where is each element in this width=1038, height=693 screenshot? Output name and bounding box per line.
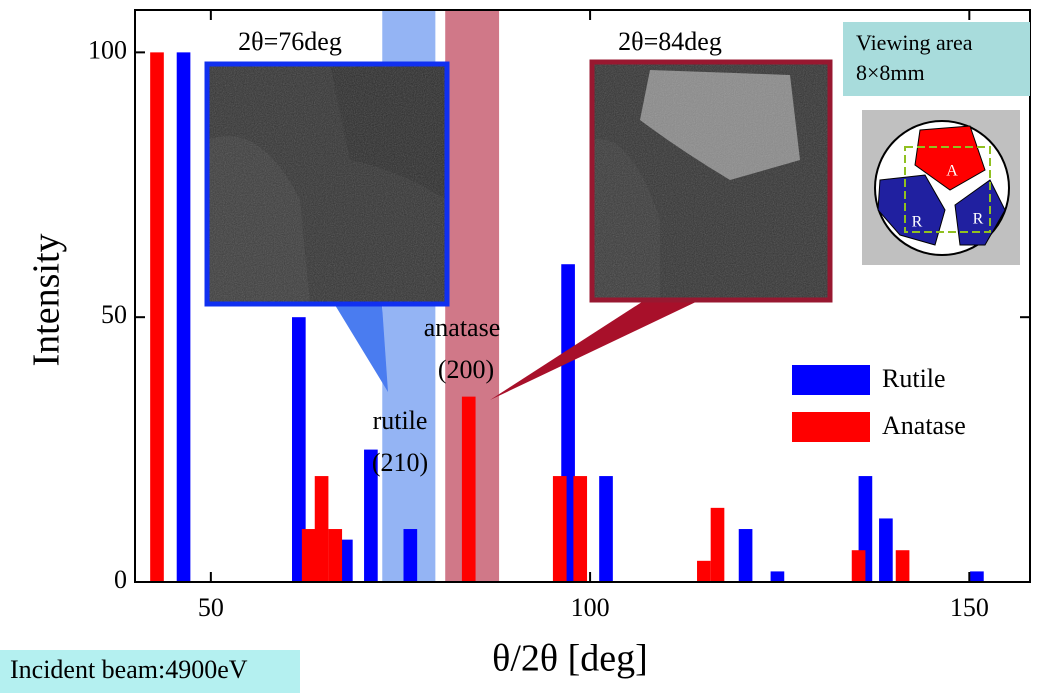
bar (879, 518, 893, 582)
x-tick-label: 150 (950, 593, 989, 622)
annotation: anatase (424, 313, 501, 342)
inset-image (207, 64, 447, 304)
annotation: (210) (372, 448, 428, 477)
bar (150, 52, 164, 582)
annotation: Viewing area (856, 30, 973, 55)
callout (490, 300, 700, 400)
bar (711, 508, 725, 582)
schematic-label: R (912, 214, 923, 231)
bar (553, 476, 567, 582)
bar (404, 529, 418, 582)
bar (896, 550, 910, 582)
schematic-label: A (946, 163, 958, 180)
legend-label: Rutile (882, 364, 946, 393)
legend-swatch (792, 412, 870, 442)
annotation: 2θ=84deg (618, 27, 722, 56)
y-tick-label: 50 (101, 300, 127, 329)
bar (771, 571, 785, 582)
bar (302, 529, 316, 582)
annotation: 2θ=76deg (238, 27, 342, 56)
bar (315, 476, 329, 582)
annotation: rutile (373, 406, 428, 435)
bar (462, 397, 476, 582)
annotation: (200) (438, 355, 494, 384)
chart: 50 100 150 0 50 100 2θ=76deg 2θ=84deg Viewing… (0, 0, 1038, 693)
x-tick-label: 50 (198, 593, 224, 622)
schematic: A R R (862, 110, 1020, 265)
y-axis-label: Intensity (26, 234, 68, 367)
bar (970, 571, 984, 582)
callout (335, 305, 388, 392)
x-tick-label: 100 (571, 593, 610, 622)
legend-swatch (792, 365, 870, 395)
bar (573, 476, 587, 582)
annotation: Incident beam:4900eV (10, 655, 248, 684)
x-axis-label: θ/2θ [deg] (492, 638, 648, 680)
y-tick-label: 0 (114, 565, 127, 594)
bar (697, 561, 711, 582)
bar (852, 550, 866, 582)
legend-label: Anatase (882, 411, 966, 440)
bar (328, 529, 342, 582)
inset-image (592, 62, 830, 300)
bar (739, 529, 753, 582)
schematic-label: R (973, 211, 984, 228)
bar (177, 52, 191, 582)
y-tick-label: 100 (88, 35, 127, 64)
bar (599, 476, 613, 582)
annotation: 8×8mm (856, 60, 925, 85)
